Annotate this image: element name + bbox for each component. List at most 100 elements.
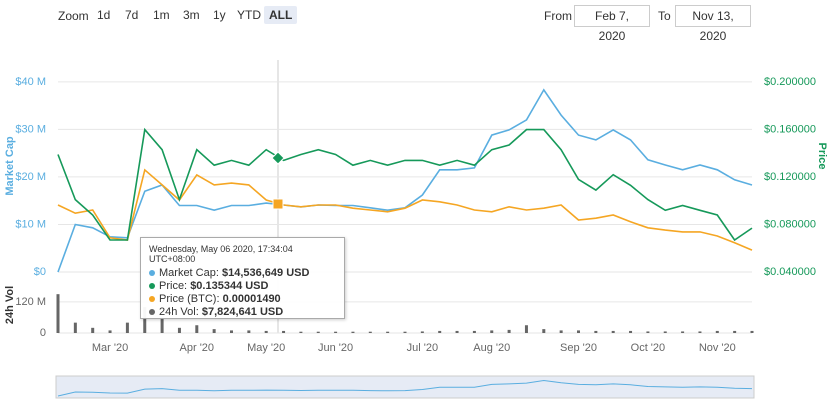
zoom-button[interactable]: 1m — [153, 8, 170, 22]
volume-bar — [264, 330, 268, 333]
y-tick-label: $40 M — [15, 76, 46, 88]
hover-marker — [271, 151, 285, 165]
y-tick-label: $30 M — [15, 123, 46, 135]
x-tick-label: Jul '20 — [407, 342, 438, 354]
tooltip-value: $0.135344 USD — [190, 280, 269, 292]
volume-bar — [750, 330, 754, 333]
volume-bar — [438, 330, 442, 333]
volume-bar — [108, 330, 112, 333]
tooltip-label: Price (BTC): — [159, 293, 220, 305]
tooltip-value: $14,536,649 USD — [221, 267, 310, 279]
volume-bar — [212, 329, 216, 333]
volume-bar — [73, 322, 77, 333]
zoom-label: Zoom — [58, 9, 89, 23]
zoom-button[interactable]: 1d — [97, 8, 111, 22]
zoom-button[interactable]: 3m — [183, 8, 200, 22]
volume-bar — [611, 330, 615, 333]
volume-bar — [247, 330, 251, 333]
x-tick-label: Sep '20 — [560, 342, 597, 354]
to-label: To — [658, 9, 671, 23]
volume-bar — [577, 330, 580, 333]
from-input[interactable]: Feb 7, 2020 — [574, 5, 650, 43]
to-input[interactable]: Nov 13, 2020 — [675, 5, 751, 43]
from-label: From — [544, 9, 572, 23]
volume-axis-title: 24h Vol — [4, 286, 16, 324]
y2-tick-label: $0.040000 — [764, 266, 816, 278]
zoom-button[interactable]: ALL — [264, 6, 298, 24]
tooltip-dot — [149, 309, 155, 315]
tooltip-row: Price: $0.135344 USD — [141, 280, 344, 293]
volume-bar — [368, 331, 372, 333]
volume-bar — [715, 330, 719, 333]
volume-bar — [91, 327, 95, 333]
volume-bar — [316, 331, 320, 333]
hover-marker — [272, 198, 284, 210]
x-tick-label: Apr '20 — [180, 342, 215, 354]
volume-bar — [594, 330, 598, 333]
volume-bar — [56, 294, 60, 333]
tooltip: Wednesday, May 06 2020, 17:34:04 UTC+08:… — [140, 237, 345, 319]
tooltip-label: Market Cap: — [159, 267, 219, 279]
volume-bar — [733, 330, 737, 333]
volume-bar — [230, 330, 233, 333]
volume-bar — [143, 307, 147, 333]
volume-bar — [490, 330, 494, 333]
volume-bar — [351, 331, 355, 333]
y-tick-label: 120 M — [15, 296, 46, 308]
volume-bar — [681, 331, 685, 333]
x-tick-label: May '20 — [247, 342, 285, 354]
tooltip-value: 0.00001490 — [222, 293, 281, 305]
zoom-button[interactable]: 1y — [213, 8, 226, 22]
toolbar: Zoom From Feb 7, 2020 To Nov 13, 2020 1d… — [0, 0, 830, 43]
tooltip-value: $7,824,641 USD — [201, 306, 284, 318]
zoom-button[interactable]: YTD — [237, 8, 261, 22]
series-line — [57, 127, 753, 242]
volume-bar — [177, 327, 181, 333]
tooltip-dot — [149, 270, 155, 276]
y-tick-label: $10 M — [15, 218, 46, 230]
volume-bar — [524, 325, 528, 333]
tooltip-row: 24h Vol: $7,824,641 USD — [141, 306, 344, 319]
y-tick-label: $0 — [34, 266, 46, 278]
tooltip-dot — [149, 296, 155, 302]
tooltip-title: Wednesday, May 06 2020, 17:34:04 UTC+08:… — [149, 244, 293, 264]
volume-bar — [299, 331, 303, 333]
zoom-button[interactable]: 7d — [125, 8, 139, 22]
volume-bar — [663, 331, 667, 333]
volume-bar — [386, 331, 390, 333]
volume-bar — [334, 331, 338, 333]
y2-tick-label: $0.080000 — [764, 218, 816, 230]
volume-bar — [629, 330, 633, 333]
y-axis-title: Market Cap — [4, 136, 16, 196]
y2-tick-label: $0.160000 — [764, 123, 816, 135]
volume-bar — [542, 329, 546, 333]
volume-bar — [160, 317, 164, 333]
y-tick-label: 0 — [40, 327, 46, 339]
y2-tick-label: $0.120000 — [764, 171, 816, 183]
tooltip-label: Price: — [159, 280, 188, 292]
tooltip-label: 24h Vol: — [159, 306, 199, 318]
volume-bar — [698, 331, 702, 333]
tooltip-dot — [149, 283, 155, 289]
tooltip-row: Price (BTC): 0.00001490 — [141, 293, 344, 306]
volume-bar — [195, 325, 199, 333]
navigator[interactable] — [55, 375, 755, 399]
volume-bar — [420, 331, 424, 333]
volume-bar — [455, 330, 459, 333]
y2-axis-title: Price — [816, 143, 828, 170]
y-tick-label: $20 M — [15, 171, 46, 183]
volume-bar — [559, 330, 563, 333]
volume-bar — [507, 329, 511, 333]
volume-bar — [472, 330, 476, 333]
volume-bar — [282, 330, 286, 333]
y2-tick-label: $0.200000 — [764, 76, 816, 88]
x-tick-label: Mar '20 — [92, 342, 128, 354]
tooltip-row: Market Cap: $14,536,649 USD — [141, 267, 344, 280]
series-line — [57, 168, 753, 251]
x-tick-label: Aug '20 — [473, 342, 510, 354]
x-tick-label: Nov '20 — [699, 342, 736, 354]
x-tick-label: Jun '20 — [318, 342, 353, 354]
volume-bar — [646, 331, 650, 333]
